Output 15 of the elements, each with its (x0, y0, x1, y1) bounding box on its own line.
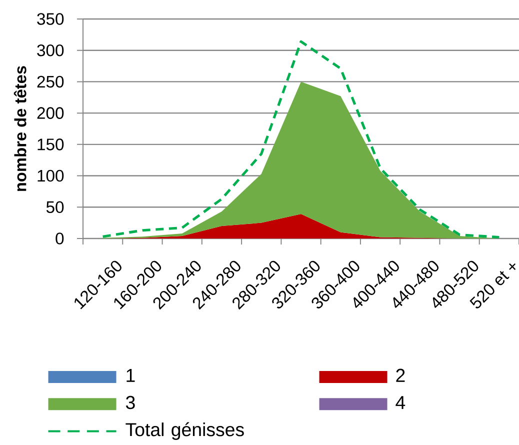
line-series (102, 40, 500, 238)
legend-label: 2 (396, 368, 405, 382)
y-axis-title: nombre de têtes (14, 66, 26, 191)
y-tick-label: 350 (37, 13, 64, 25)
y-tick-label: 0 (56, 232, 64, 244)
y-tick-label: 100 (38, 170, 64, 182)
legend-label: 4 (396, 396, 406, 409)
y-tick-label: 300 (37, 44, 64, 56)
y-tick-label: 150 (38, 138, 64, 150)
legend-label: Total génisses (126, 422, 244, 440)
y-tick-label: 200 (37, 107, 64, 119)
legend-label: 1 (126, 369, 135, 382)
legend-label: 3 (126, 396, 135, 410)
y-tick-label: 250 (37, 76, 64, 88)
y-tick-label: 50 (46, 201, 64, 214)
